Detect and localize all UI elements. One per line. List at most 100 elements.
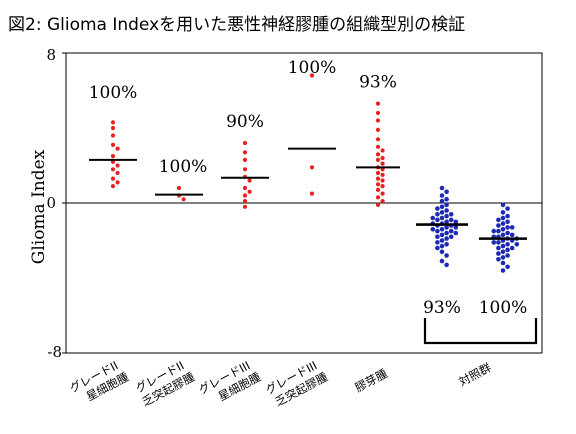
data-point-6-30 [505,247,510,253]
data-point-6-33 [505,253,510,258]
data-point-4-23 [375,202,381,207]
category-label-line1-4: 膠芽腫 [353,366,390,395]
data-point-5-4 [439,198,445,204]
data-point-6-24 [491,240,497,245]
data-point-5-27 [435,228,440,234]
data-point-5-36 [435,240,440,245]
data-point-0-4 [115,146,120,151]
data-point-6-6 [505,219,510,225]
data-point-4-3 [375,127,381,132]
data-point-0-10 [110,176,116,181]
data-point-5-43 [444,262,449,268]
data-point-0-7 [115,163,120,168]
control-group-bracket [423,318,538,345]
data-point-6-13 [491,228,497,234]
data-point-0-0 [110,120,116,125]
data-point-6-23 [496,240,501,245]
data-point-6-32 [496,251,501,256]
data-point-5-8 [444,208,449,213]
data-point-2-8 [242,193,248,198]
data-point-2-9 [242,199,248,204]
data-point-6-14 [505,230,510,236]
data-point-4-14 [380,172,385,177]
data-point-4-13 [375,170,381,176]
data-point-4-19 [375,187,381,192]
data-point-4-8 [380,155,385,161]
data-point-4-9 [375,157,381,162]
data-point-5-29 [444,230,449,236]
data-point-4-15 [375,176,381,181]
data-point-2-6 [242,185,248,191]
data-point-5-24 [453,225,459,230]
data-point-6-3 [505,213,510,219]
data-point-2-7 [247,189,252,194]
data-point-5-35 [439,238,445,243]
data-point-5-26 [430,227,436,232]
data-point-4-0 [375,101,381,106]
data-point-6-37 [505,264,510,270]
control-group-label: 対照群 [456,360,493,389]
data-point-5-3 [444,197,449,202]
data-point-6-16 [509,232,515,238]
data-point-5-41 [444,253,449,258]
data-point-2-10 [242,204,248,209]
data-point-6-35 [496,257,501,262]
data-point-6-36 [500,260,506,266]
data-point-5-15 [435,217,440,223]
control-group-label-text: 対照群 [456,360,493,389]
data-point-4-18 [380,184,385,189]
data-point-0-8 [110,167,116,172]
data-point-4-16 [380,178,385,183]
data-point-5-7 [435,206,440,211]
data-point-3-2 [309,191,315,196]
data-point-5-23 [444,225,449,230]
data-point-5-34 [444,236,449,241]
data-point-6-10 [509,225,515,230]
data-point-0-9 [115,170,120,176]
data-point-5-12 [444,213,449,219]
data-point-5-42 [439,258,445,264]
data-point-6-38 [500,268,506,273]
data-point-5-2 [439,193,445,198]
data-point-6-26 [514,242,520,247]
data-point-5-1 [444,189,449,195]
data-point-0-5 [110,154,116,159]
y-axis-label: Glioma Index [29,149,49,264]
data-point-5-25 [439,227,445,232]
data-point-6-1 [505,206,510,211]
data-point-3-0 [309,73,315,78]
data-point-6-7 [500,221,506,226]
accuracy-label-1: 100% [159,157,208,177]
data-point-6-29 [509,245,515,251]
data-point-6-12 [496,228,501,234]
data-point-0-12 [110,184,116,189]
data-point-0-3 [110,142,116,147]
data-point-5-16 [448,217,454,223]
data-point-5-9 [439,210,445,215]
data-marks: 100% 100% 90% 100% 93% 93% 100% [89,58,528,318]
y-tick-label-top: 8 [46,46,56,64]
data-point-5-11 [448,212,454,217]
data-point-5-0 [439,185,445,191]
data-point-2-3 [242,167,248,172]
data-point-3-1 [309,165,315,170]
data-point-5-38 [439,243,445,249]
data-point-2-0 [242,140,248,146]
data-point-6-2 [500,210,506,215]
data-point-4-10 [380,161,385,166]
data-point-6-4 [500,215,506,221]
category-label-4: 膠芽腫 [353,366,390,395]
accuracy-label-3: 100% [288,58,337,78]
data-point-6-11 [500,227,506,232]
data-point-5-33 [448,234,454,240]
accuracy-label-6: 100% [479,298,528,318]
data-point-5-18 [453,219,459,225]
data-point-4-20 [380,191,385,196]
data-point-5-17 [444,219,449,225]
data-point-5-40 [439,249,445,255]
data-point-4-2 [375,118,381,123]
data-point-4-1 [375,110,381,116]
data-point-6-0 [500,202,506,208]
